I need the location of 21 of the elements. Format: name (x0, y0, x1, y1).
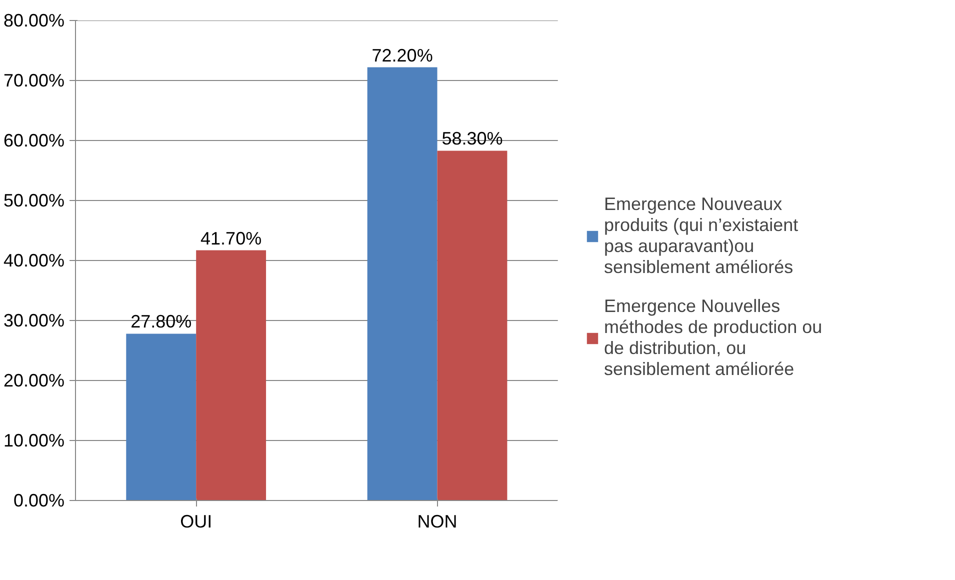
bar (367, 67, 438, 500)
x-tick-label: OUI (180, 512, 212, 532)
data-label: 41.70% (200, 228, 262, 248)
legend-label: Emergence Nouvelles méthodes de production ou de distribution, ou sensiblement améliorée (604, 296, 822, 380)
bar (126, 334, 196, 500)
y-tick-label: 0.00% (13, 490, 65, 510)
y-tick-label: 40.00% (3, 250, 65, 270)
data-label: 58.30% (442, 128, 503, 149)
y-tick-label: 30.00% (3, 310, 65, 330)
bar (196, 250, 266, 500)
y-tick-label: 10.00% (3, 430, 65, 450)
legend-label: Emergence Nouveaux produits (qui n’existaient pas auparavant)ou sensiblement améliorés (604, 194, 798, 278)
y-tick-label: 80.00% (3, 10, 65, 30)
x-tick-label: NON (417, 512, 458, 532)
data-label: 72.20% (372, 45, 433, 66)
y-tick-label: 70.00% (3, 70, 65, 90)
data-label: 27.80% (130, 312, 192, 332)
bar (437, 150, 508, 500)
y-tick-label: 60.00% (3, 130, 65, 150)
y-tick-label: 50.00% (3, 190, 65, 210)
y-tick-label: 20.00% (3, 370, 65, 390)
